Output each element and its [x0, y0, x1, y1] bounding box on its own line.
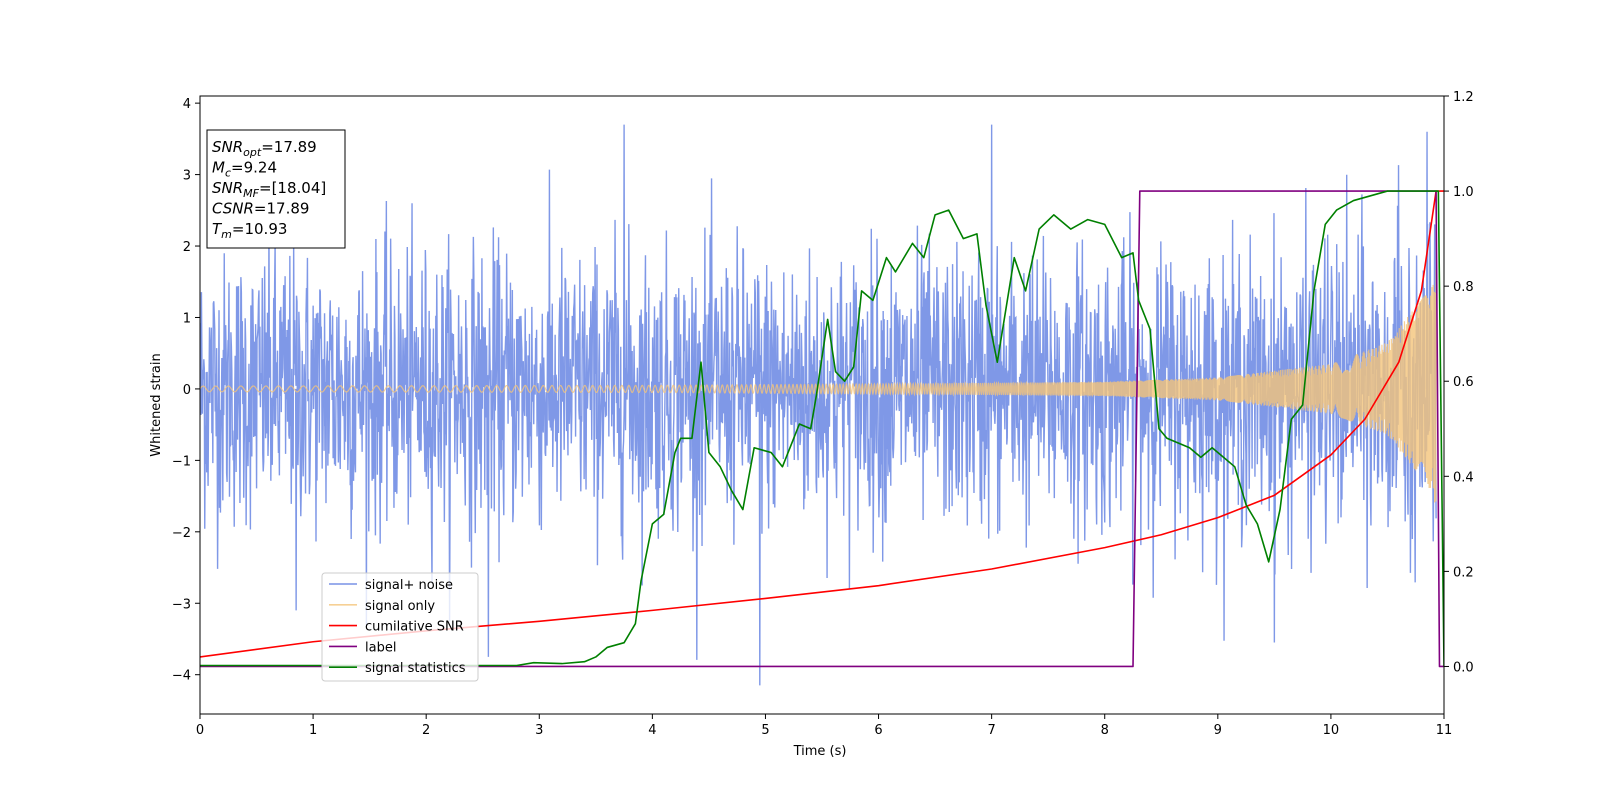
y-left-tick-label: −4 [172, 669, 191, 684]
info-box-frame [206, 129, 346, 249]
plot-series-group [200, 124, 1444, 686]
x-tick-label: 11 [1436, 723, 1453, 738]
y-axis-right: 0.0 0.2 0.4 0.6 0.8 1.0 1.2 [1444, 90, 1474, 675]
info-box-line: CSNR=17.89 [212, 200, 309, 218]
y-left-tick-label: 1 [183, 311, 191, 326]
x-tick-label: 5 [761, 723, 769, 738]
x-tick-label: 9 [1214, 723, 1222, 738]
y-right-tick-label: 0.6 [1453, 375, 1474, 390]
legend-entry-label: signal+ noise [365, 578, 453, 593]
y-left-tick-label: −3 [172, 597, 191, 612]
series-label [200, 190, 1444, 668]
x-tick-label: 3 [535, 723, 543, 738]
x-tick-label: 2 [422, 723, 430, 738]
y-left-tick-label: 2 [183, 240, 191, 255]
x-tick-label: 7 [987, 723, 995, 738]
x-axis-label: Time (s) [793, 744, 847, 759]
x-tick-label: 0 [196, 723, 204, 738]
series-signal-plus-noise [200, 124, 1437, 686]
info-box-line: Tm=10.93 [212, 220, 287, 241]
legend: signal+ noise signal only cumilative SNR la… [321, 572, 479, 682]
y-right-tick-label: 0.8 [1453, 280, 1474, 295]
info-box-line: SNRMF=[18.04] [212, 179, 326, 200]
legend-entry-label: label [365, 640, 396, 655]
info-box-line: Mc=9.24 [212, 159, 277, 180]
x-tick-label: 10 [1323, 723, 1340, 738]
y-left-tick-label: 4 [183, 97, 191, 112]
legend-entry-label: cumilative SNR [365, 620, 464, 635]
series-signal-statistics [200, 190, 1444, 667]
x-tick-label: 6 [874, 723, 882, 738]
y-right-tick-label: 1.0 [1453, 185, 1474, 200]
series-cumulative-snr [200, 190, 1444, 658]
legend-entry-label: signal statistics [365, 661, 466, 676]
y-right-tick-label: 0.2 [1453, 565, 1474, 580]
y-left-tick-label: −2 [172, 526, 191, 541]
y-axis-label: Whitened strain [149, 353, 164, 456]
x-tick-label: 4 [648, 723, 656, 738]
info-box: SNRopt=17.89Mc=9.24SNRMF=[18.04]CSNR=17.… [206, 129, 346, 249]
y-axis-left: −4 −3 −2 −1 0 1 2 3 4 [172, 97, 200, 684]
y-left-tick-label: 0 [183, 383, 191, 398]
x-tick-label: 1 [309, 723, 317, 738]
y-left-tick-label: 3 [183, 169, 191, 184]
y-right-tick-label: 0.4 [1453, 470, 1474, 485]
legend-frame [321, 572, 479, 682]
y-right-tick-label: 1.2 [1453, 90, 1474, 105]
y-right-tick-label: 0.0 [1453, 660, 1474, 675]
legend-entry-label: signal only [365, 599, 435, 614]
info-box-line: SNRopt=17.89 [212, 138, 317, 159]
x-tick-label: 8 [1101, 723, 1109, 738]
plot-area-frame [199, 95, 1445, 715]
series-signal-only [200, 269, 1437, 503]
y-left-tick-label: −1 [172, 454, 191, 469]
x-axis: 0 1 2 3 4 5 6 7 8 9 10 11 [196, 714, 1452, 738]
